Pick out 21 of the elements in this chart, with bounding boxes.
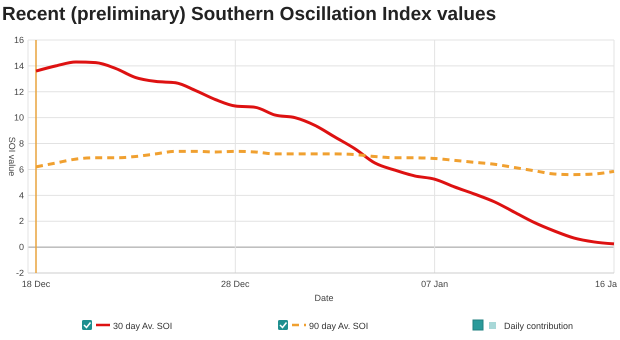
chart-title: Recent (preliminary) Southern Oscillation Index values xyxy=(2,4,496,25)
y-tick-label: 12 xyxy=(14,86,24,97)
y-tick-label: 14 xyxy=(14,60,24,71)
y-tick-label: 16 xyxy=(14,35,24,45)
legend-label: 30 day Av. SOI xyxy=(113,321,172,331)
x-tick-label: 18 Dec xyxy=(22,279,51,289)
y-axis-title: SOI value xyxy=(7,136,17,176)
legend-label: Daily contribution xyxy=(504,321,574,331)
y-tick-label: 4 xyxy=(18,190,24,200)
y-tick-label: 6 xyxy=(18,164,24,174)
y-tick-label: 2 xyxy=(18,216,24,226)
x-tick-label: 07 Jan xyxy=(421,279,448,289)
y-tick-label: 8 xyxy=(18,138,24,149)
x-tick-label: 28 Dec xyxy=(221,279,250,289)
y-tick-label: 10 xyxy=(14,112,24,123)
line-series xyxy=(34,60,616,246)
legend-label: 90 day Av. SOI xyxy=(309,321,368,331)
x-axis-title: Date xyxy=(314,293,334,303)
y-tick-label: 0 xyxy=(18,242,24,252)
y-tick-label: -2 xyxy=(16,268,24,278)
x-tick-label: 16 Ja xyxy=(594,279,618,289)
